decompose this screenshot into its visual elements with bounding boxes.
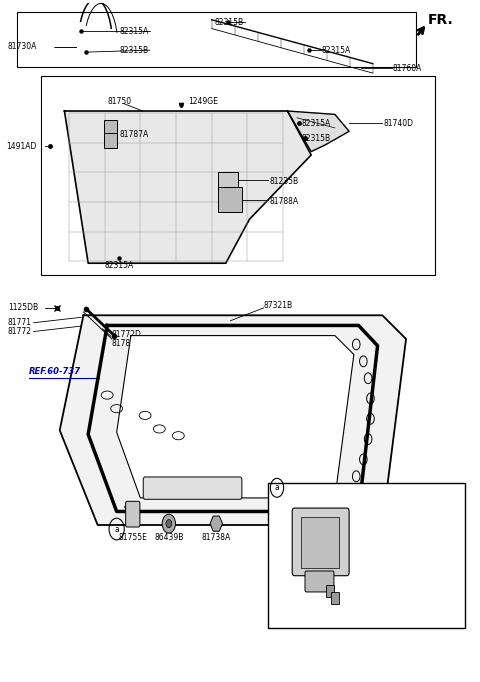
FancyBboxPatch shape	[104, 121, 117, 135]
Text: 86439B: 86439B	[154, 533, 183, 542]
Text: 81772: 81772	[8, 327, 32, 336]
Circle shape	[162, 514, 176, 533]
Text: 81740D: 81740D	[384, 119, 413, 128]
FancyBboxPatch shape	[305, 571, 334, 592]
Text: 81456C: 81456C	[291, 531, 321, 539]
Text: a: a	[275, 484, 279, 492]
Text: 81788A: 81788A	[269, 197, 299, 206]
Text: 1249GE: 1249GE	[188, 97, 218, 106]
Text: 82315A: 82315A	[120, 27, 149, 35]
Text: 81787A: 81787A	[119, 130, 148, 138]
FancyBboxPatch shape	[331, 592, 339, 604]
Text: 81738A: 81738A	[202, 533, 231, 542]
Polygon shape	[64, 111, 311, 263]
Text: REF.60-737: REF.60-737	[29, 367, 81, 376]
FancyBboxPatch shape	[218, 172, 238, 188]
Text: 82315A: 82315A	[322, 46, 351, 55]
Text: 82315B: 82315B	[120, 46, 149, 55]
FancyBboxPatch shape	[17, 12, 416, 67]
Text: 81755E: 81755E	[119, 533, 147, 542]
Text: FR.: FR.	[427, 13, 453, 27]
Polygon shape	[210, 516, 222, 531]
Text: 81235B: 81235B	[269, 177, 299, 186]
FancyBboxPatch shape	[104, 133, 117, 147]
FancyBboxPatch shape	[292, 508, 349, 576]
Text: 81210: 81210	[361, 565, 385, 574]
Text: 82315B: 82315B	[215, 18, 244, 27]
Text: 81782: 81782	[112, 338, 136, 348]
Polygon shape	[60, 315, 406, 525]
FancyBboxPatch shape	[41, 76, 434, 276]
Circle shape	[166, 520, 172, 528]
Text: 81772D: 81772D	[112, 329, 142, 339]
FancyBboxPatch shape	[218, 188, 242, 212]
Text: 1491AD: 1491AD	[7, 142, 37, 151]
FancyBboxPatch shape	[126, 501, 140, 527]
Polygon shape	[117, 336, 354, 498]
Text: 82315B: 82315B	[301, 134, 331, 143]
FancyBboxPatch shape	[143, 477, 242, 499]
Text: 87321B: 87321B	[264, 301, 293, 310]
Text: 1125DA: 1125DA	[361, 531, 391, 539]
Text: a: a	[114, 524, 119, 533]
Text: 82315A: 82315A	[104, 261, 133, 270]
Text: 1125DB: 1125DB	[9, 303, 38, 312]
Text: 81750: 81750	[107, 97, 132, 106]
Text: 81771: 81771	[8, 318, 32, 327]
FancyBboxPatch shape	[268, 483, 466, 629]
FancyBboxPatch shape	[326, 585, 335, 597]
Text: 81230A: 81230A	[353, 502, 382, 512]
Text: 81760A: 81760A	[393, 64, 422, 73]
Text: 81730A: 81730A	[8, 42, 37, 51]
FancyBboxPatch shape	[301, 517, 339, 567]
Text: 82315A: 82315A	[301, 119, 331, 128]
Polygon shape	[288, 111, 349, 151]
